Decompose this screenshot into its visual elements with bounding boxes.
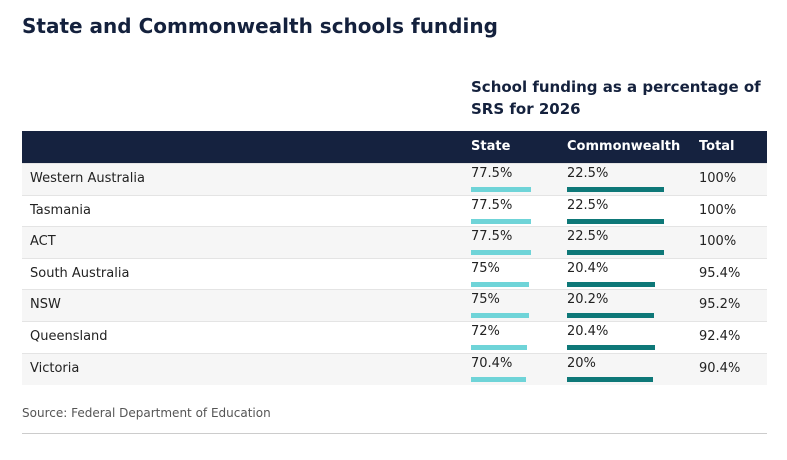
value-label: 72% — [471, 324, 500, 339]
column-header: Total — [699, 139, 735, 154]
total-label: 100% — [699, 234, 737, 250]
bar — [567, 313, 655, 319]
value-label: 20.4% — [567, 260, 609, 276]
source: Source: Federal Department of Education — [22, 406, 271, 420]
row-background — [22, 257, 767, 290]
row-label: Victoria — [30, 360, 80, 376]
total-label: 95.2% — [699, 297, 741, 313]
bar — [567, 376, 654, 382]
bar — [567, 218, 664, 224]
value-label: 70.4% — [471, 355, 513, 371]
bar — [567, 281, 655, 287]
bar — [471, 345, 527, 350]
bar — [471, 187, 531, 192]
total-label: 90.4% — [699, 360, 741, 376]
divider — [22, 433, 767, 434]
bar — [567, 187, 664, 192]
value-label: 75% — [471, 260, 500, 276]
value-label: 77.5% — [471, 166, 513, 181]
row-label: Queensland — [30, 329, 108, 344]
value-label: 75% — [471, 292, 500, 308]
row-background — [22, 321, 767, 353]
row-background — [22, 289, 767, 322]
total-label: 100% — [699, 171, 737, 186]
bar — [471, 250, 531, 256]
total-label: 92.4% — [699, 329, 741, 344]
title: State and Commonwealth schools funding — [22, 14, 498, 38]
value-label: 22.5% — [567, 229, 609, 245]
row-label: South Australia — [30, 265, 130, 281]
row-label: NSW — [30, 297, 61, 313]
value-label: 20% — [567, 355, 596, 371]
row-label: Western Australia — [30, 171, 145, 186]
value-label: 22.5% — [567, 197, 609, 213]
value-label: 77.5% — [471, 229, 513, 245]
bar — [471, 218, 531, 224]
value-label: 22.5% — [567, 166, 609, 181]
bar — [471, 281, 530, 287]
value-label: 77.5% — [471, 197, 513, 213]
value-label: 20.2% — [567, 292, 609, 308]
header-bar — [22, 131, 767, 163]
bar — [567, 345, 655, 350]
bar — [567, 250, 664, 256]
row-label: ACT — [30, 234, 56, 250]
group-header: School funding as a percentage of SRS fo… — [471, 78, 761, 118]
row-label: Tasmania — [30, 202, 91, 218]
column-header: Commonwealth — [567, 139, 681, 154]
column-header: State — [471, 139, 511, 154]
bar — [471, 376, 526, 382]
total-label: 100% — [699, 202, 737, 218]
value-label: 20.4% — [567, 324, 609, 339]
total-label: 95.4% — [699, 265, 741, 281]
bar — [471, 313, 530, 319]
row-background — [22, 352, 767, 385]
